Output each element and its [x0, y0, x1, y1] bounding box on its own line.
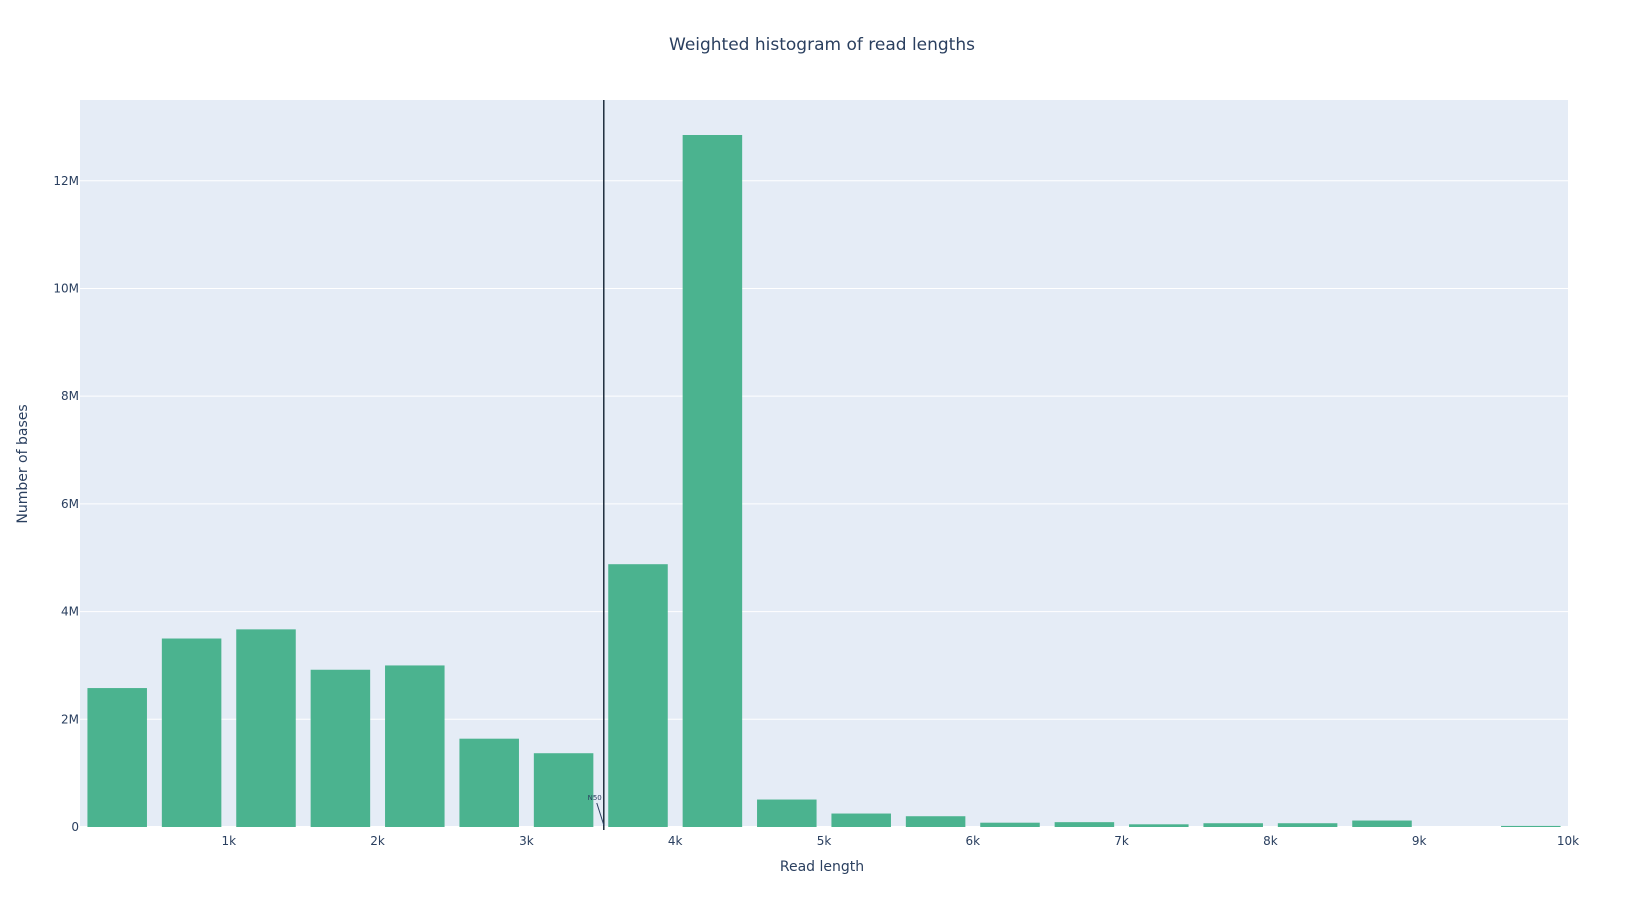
n50-annotation-arrow — [596, 802, 605, 826]
histogram-bar — [1277, 823, 1338, 827]
histogram-bar — [608, 564, 668, 827]
n50-annotation-label: N50 — [588, 794, 602, 802]
x-tick-label: 4k — [668, 834, 683, 848]
histogram-bar — [236, 629, 296, 827]
histogram-bar — [831, 813, 891, 827]
histogram-bar — [1054, 822, 1115, 827]
x-tick-label: 8k — [1263, 834, 1278, 848]
y-tick-label: 6M — [61, 497, 79, 511]
x-axis-title: Read length — [780, 859, 864, 875]
histogram-bar — [1501, 825, 1561, 827]
histogram-bar — [1129, 824, 1189, 827]
histogram-bar — [905, 816, 966, 827]
histogram-bar — [310, 669, 371, 827]
x-tick-label: 5k — [817, 834, 832, 848]
x-tick-label: 2k — [370, 834, 385, 848]
x-tick-label: 7k — [1114, 834, 1129, 848]
histogram-bar — [87, 688, 147, 827]
histogram-bar — [757, 799, 817, 827]
histogram-bar — [385, 665, 445, 827]
histogram-bar — [161, 638, 222, 827]
x-tick-label: 1k — [222, 834, 237, 848]
histogram-bar — [1352, 820, 1412, 827]
histogram-bar — [1203, 823, 1263, 827]
histogram-bar — [533, 753, 594, 827]
histogram-bar — [682, 135, 743, 827]
y-tick-label: 0 — [71, 820, 79, 834]
y-tick-label: 8M — [61, 389, 79, 403]
x-tick-label: 10k — [1557, 834, 1579, 848]
y-tick-label: 10M — [53, 281, 79, 295]
x-tick-label: 3k — [519, 834, 534, 848]
histogram-bar — [980, 822, 1040, 827]
x-tick-label: 6k — [966, 834, 981, 848]
histogram-bar — [459, 738, 519, 827]
y-axis-ticks: 0 2M 4M 6M 8M 10M 12M — [53, 174, 79, 834]
n50-marker: N50 — [588, 100, 605, 830]
x-axis-ticks: 1k 2k 3k 4k 5k 6k 7k 8k 9k 10k — [222, 834, 1580, 848]
y-tick-label: 4M — [61, 605, 79, 619]
y-axis-title: Number of bases — [15, 404, 31, 523]
y-tick-label: 2M — [61, 712, 79, 726]
x-tick-label: 9k — [1412, 834, 1427, 848]
chart-title: Weighted histogram of read lengths — [669, 35, 975, 55]
y-tick-label: 12M — [53, 174, 79, 188]
plot-area — [80, 100, 1568, 827]
bars — [87, 135, 1561, 827]
